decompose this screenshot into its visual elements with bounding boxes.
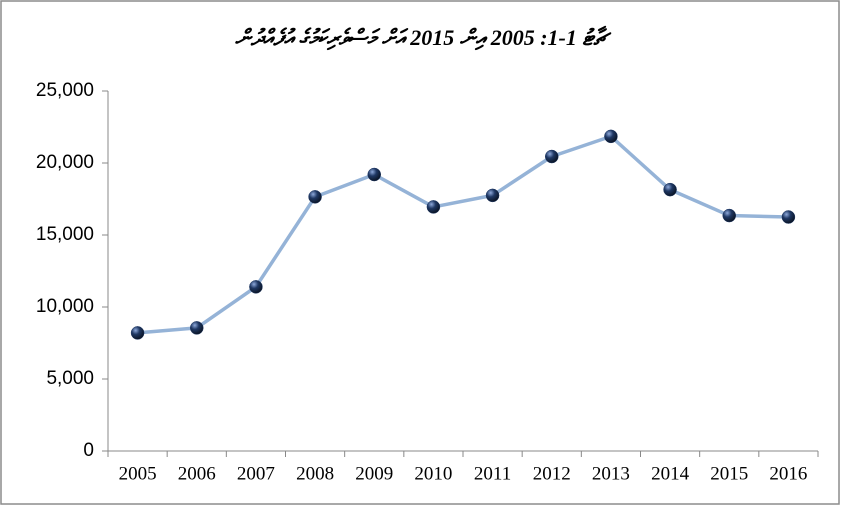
data-point bbox=[308, 190, 322, 204]
x-tick-label: 2013 bbox=[592, 463, 630, 484]
x-tick-label: 2015 bbox=[710, 463, 748, 484]
x-tick-label: 2014 bbox=[651, 463, 690, 484]
y-tick-label: 20,000 bbox=[36, 152, 94, 173]
data-point bbox=[190, 321, 204, 335]
data-point bbox=[781, 210, 796, 224]
x-tick-label: 2007 bbox=[237, 463, 275, 484]
series-line bbox=[137, 134, 789, 335]
data-point bbox=[663, 182, 677, 197]
y-tick-label: 5,000 bbox=[46, 368, 94, 389]
data-point bbox=[130, 326, 145, 340]
x-tick-label: 2008 bbox=[296, 463, 334, 484]
y-tick-label: 0 bbox=[83, 440, 94, 461]
x-tick-label: 2005 bbox=[119, 463, 157, 484]
x-tick-label: 2012 bbox=[533, 463, 571, 484]
x-tick-label: 2009 bbox=[355, 463, 393, 484]
data-point bbox=[426, 200, 441, 214]
data-point bbox=[367, 167, 381, 182]
x-tick-label: 2016 bbox=[769, 463, 807, 484]
x-tick-label: 2011 bbox=[474, 463, 511, 484]
y-tick-label: 25,000 bbox=[36, 80, 94, 101]
x-tick-label: 2010 bbox=[414, 463, 452, 484]
x-tick-label: 2006 bbox=[178, 463, 216, 484]
data-point bbox=[545, 149, 559, 164]
y-tick-label: 15,000 bbox=[36, 224, 94, 245]
data-point bbox=[722, 208, 736, 223]
y-tick-label: 10,000 bbox=[36, 296, 94, 317]
chart-title: ޗާޓު 1-1: 2005 އިން 2015 އަށް މަސްވެރިކަ… bbox=[235, 25, 612, 51]
data-point bbox=[604, 129, 618, 144]
data-point bbox=[485, 188, 500, 203]
data-point bbox=[249, 280, 263, 294]
